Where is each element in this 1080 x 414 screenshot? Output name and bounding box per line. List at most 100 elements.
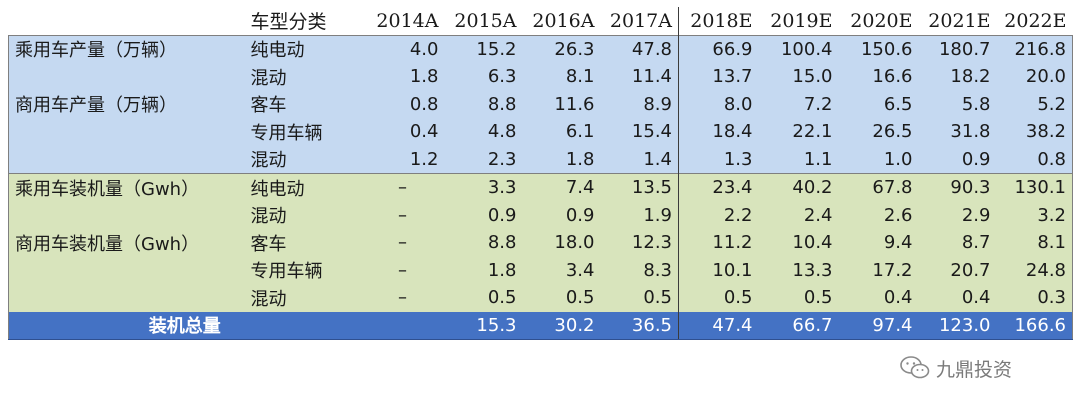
value-cell: 0.4 <box>838 284 919 312</box>
value-cell: 12.3 <box>600 229 679 257</box>
value-cell: 7.4 <box>522 173 601 202</box>
category-label: 乘用车装机量（Gwh） <box>8 173 245 202</box>
value-cell: 0.5 <box>444 284 523 312</box>
value-cell: 1.8 <box>444 256 523 284</box>
value-cell: 3.4 <box>522 256 601 284</box>
value-cell: 130.1 <box>996 173 1073 202</box>
value-cell: 26.5 <box>838 118 919 146</box>
value-cell: 8.8 <box>444 229 523 257</box>
total-value-cell: 166.6 <box>996 311 1073 340</box>
table-row: 混动 – 0.5 0.5 0.5 0.5 0.5 0.4 0.4 0.3 <box>8 284 1073 312</box>
category-label <box>8 145 245 174</box>
value-cell: 13.7 <box>678 63 759 91</box>
value-cell: 0.9 <box>918 145 997 174</box>
vehicle-type-label: 混动 <box>244 284 361 312</box>
value-cell: – <box>360 284 445 312</box>
value-cell: 1.3 <box>678 145 759 174</box>
value-cell: 0.5 <box>600 284 679 312</box>
total-value-cell <box>360 311 445 340</box>
value-cell: 3.2 <box>996 201 1073 229</box>
value-cell: 47.8 <box>600 34 679 63</box>
value-cell: 1.8 <box>522 145 601 174</box>
value-cell: 15.4 <box>600 118 679 146</box>
value-cell: 8.1 <box>522 63 601 91</box>
value-cell: 1.1 <box>758 145 839 174</box>
value-cell: 13.5 <box>600 173 679 202</box>
value-cell: 23.4 <box>678 173 759 202</box>
value-cell: 0.9 <box>444 201 523 229</box>
category-label <box>8 63 245 91</box>
value-cell: 18.0 <box>522 229 601 257</box>
category-label <box>8 256 245 284</box>
value-cell: 17.2 <box>838 256 919 284</box>
value-cell: 5.8 <box>918 90 997 118</box>
table-row: 专用车辆 – 1.8 3.4 8.3 10.1 13.3 17.2 20.7 2… <box>8 256 1073 284</box>
value-cell: 2.9 <box>918 201 997 229</box>
value-cell: 5.2 <box>996 90 1073 118</box>
vehicle-type-label: 专用车辆 <box>244 256 361 284</box>
value-cell: 16.6 <box>838 63 919 91</box>
value-cell: 0.4 <box>918 284 997 312</box>
table-row: 商用车装机量（Gwh） 客车 – 8.8 18.0 12.3 11.2 10.4… <box>8 229 1073 257</box>
value-cell: 18.2 <box>918 63 997 91</box>
category-label: 商用车装机量（Gwh） <box>8 229 245 257</box>
value-cell: 0.5 <box>522 284 601 312</box>
value-cell: 66.9 <box>678 34 759 63</box>
vehicle-type-label: 混动 <box>244 63 361 91</box>
value-cell: 15.0 <box>758 63 839 91</box>
value-cell: 6.1 <box>522 118 601 146</box>
vehicle-type-label: 专用车辆 <box>244 118 361 146</box>
value-cell: 1.2 <box>360 145 445 174</box>
total-value-cell: 36.5 <box>600 311 679 340</box>
data-table-container: 车型分类 2014A 2015A 2016A 2017A 2018E 2019E… <box>8 7 1073 340</box>
value-cell: 0.5 <box>678 284 759 312</box>
table-row: 混动 1.2 2.3 1.8 1.4 1.3 1.1 1.0 0.9 0.8 <box>8 145 1073 174</box>
value-cell: 11.4 <box>600 63 679 91</box>
value-cell: 0.8 <box>360 90 445 118</box>
value-cell: – <box>360 256 445 284</box>
value-cell: 8.8 <box>444 90 523 118</box>
value-cell: 1.0 <box>838 145 919 174</box>
vehicle-type-label: 纯电动 <box>244 34 361 63</box>
value-cell: 2.4 <box>758 201 839 229</box>
vehicle-type-label: 客车 <box>244 229 361 257</box>
value-cell: 0.5 <box>758 284 839 312</box>
value-cell: 24.8 <box>996 256 1073 284</box>
value-cell: 8.3 <box>600 256 679 284</box>
watermark: 九鼎投资 <box>900 353 1012 383</box>
value-cell: 3.3 <box>444 173 523 202</box>
header-year-2016a: 2016A <box>522 7 601 35</box>
value-cell: – <box>360 173 445 202</box>
value-cell: 9.4 <box>838 229 919 257</box>
value-cell: 150.6 <box>838 34 919 63</box>
value-cell: 20.7 <box>918 256 997 284</box>
header-type-label: 车型分类 <box>244 7 361 35</box>
wechat-icon <box>900 356 930 379</box>
header-year-2017a: 2017A <box>600 7 679 35</box>
value-cell: 2.2 <box>678 201 759 229</box>
value-cell: 11.6 <box>522 90 601 118</box>
value-cell: 38.2 <box>996 118 1073 146</box>
header-category-cell <box>8 7 245 35</box>
value-cell: – <box>360 201 445 229</box>
total-value-cell: 47.4 <box>678 311 759 340</box>
header-row: 车型分类 2014A 2015A 2016A 2017A 2018E 2019E… <box>8 7 1073 35</box>
table-row: 乘用车装机量（Gwh） 纯电动 – 3.3 7.4 13.5 23.4 40.2… <box>8 173 1073 202</box>
table-row: 乘用车产量（万辆） 纯电动 4.0 15.2 26.3 47.8 66.9 10… <box>8 34 1073 63</box>
header-year-2015a: 2015A <box>444 7 523 35</box>
header-year-2021e: 2021E <box>918 7 997 35</box>
value-cell: 0.8 <box>996 145 1073 174</box>
header-year-2022e: 2022E <box>996 7 1073 35</box>
header-year-2020e: 2020E <box>838 7 919 35</box>
value-cell: 2.3 <box>444 145 523 174</box>
value-cell: 8.7 <box>918 229 997 257</box>
value-cell: 13.3 <box>758 256 839 284</box>
category-label: 商用车产量（万辆） <box>8 90 245 118</box>
total-row: 装机总量 15.3 30.2 36.5 47.4 66.7 97.4 123.0… <box>8 311 1073 340</box>
value-cell: 67.8 <box>838 173 919 202</box>
total-value-cell: 123.0 <box>918 311 997 340</box>
value-cell: 8.9 <box>600 90 679 118</box>
category-label <box>8 201 245 229</box>
value-cell: 1.4 <box>600 145 679 174</box>
value-cell: 7.2 <box>758 90 839 118</box>
